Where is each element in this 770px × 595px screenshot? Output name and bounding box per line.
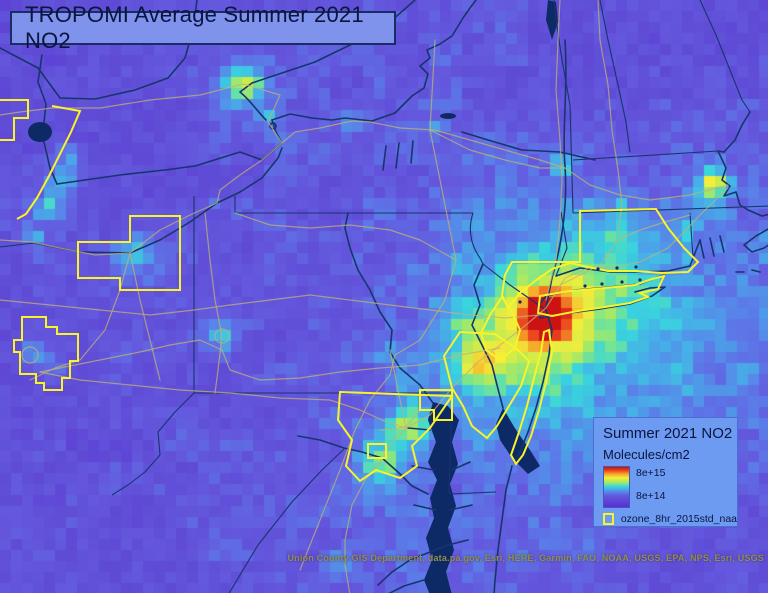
naa-layer-swatch bbox=[603, 513, 614, 525]
finger-lakes bbox=[382, 140, 414, 171]
map-title-box: TROPOMI Average Summer 2021 NO2 bbox=[10, 2, 396, 53]
new-jersey-coast bbox=[513, 309, 553, 463]
ozone-naa-layer bbox=[0, 99, 700, 483]
naa-jersey-shore bbox=[509, 328, 554, 466]
ohio-river-border bbox=[111, 392, 195, 496]
road-i87 bbox=[545, 0, 563, 301]
road-columbus-beltway bbox=[21, 346, 39, 364]
delaware-river bbox=[471, 263, 504, 409]
ny-pa-border bbox=[234, 196, 484, 265]
right-edge-border bbox=[768, 0, 770, 595]
roads-layer bbox=[0, 0, 729, 595]
lake-ontario-south-shore bbox=[271, 0, 477, 122]
naa-left-edge-box bbox=[0, 99, 29, 141]
lake-erie-south-shore bbox=[33, 147, 283, 254]
legend-title: Summer 2021 NO2 bbox=[603, 425, 733, 442]
chesapeake-bay bbox=[424, 402, 459, 595]
road-baltimore-spurs bbox=[379, 409, 421, 431]
road-i91 bbox=[597, 0, 623, 233]
naa-baltimore-washington bbox=[336, 390, 454, 483]
susquehanna-river bbox=[344, 212, 434, 404]
legend-min-value: 8e+14 bbox=[636, 490, 666, 502]
ny-new-england-border bbox=[553, 0, 574, 214]
legend-max-value: 8e+15 bbox=[636, 467, 666, 479]
road-i70 bbox=[39, 371, 407, 429]
naa-detroit-corridor bbox=[16, 105, 82, 220]
road-pa-turnpike bbox=[39, 339, 501, 381]
naa-philadelphia bbox=[442, 330, 531, 440]
mohawk-river bbox=[461, 131, 596, 161]
road-i88 bbox=[429, 129, 566, 169]
lake-st-clair bbox=[28, 122, 52, 142]
naa-dc-inner bbox=[367, 443, 387, 459]
ny-nj-border bbox=[482, 263, 547, 311]
massachusetts-coast bbox=[717, 111, 751, 211]
road-i90 bbox=[0, 120, 729, 256]
vt-nh-border bbox=[599, 0, 631, 153]
road-hwy401-qew bbox=[0, 83, 283, 144]
road-i83 bbox=[389, 349, 407, 429]
lake-erie-north-shore bbox=[56, 142, 283, 185]
road-i95 bbox=[344, 187, 729, 595]
legend-units: Molecules/cm2 bbox=[603, 447, 690, 462]
bottom-edge-border bbox=[0, 593, 770, 595]
mi-oh-border bbox=[0, 242, 35, 248]
legend-panel: Summer 2021 NO2 Molecules/cm2 8e+15 8e+1… bbox=[593, 417, 738, 527]
naa-layer-label: ozone_8hr_2015std_naa bbox=[620, 513, 737, 525]
nh-me-border bbox=[699, 0, 751, 113]
detroit-river bbox=[37, 54, 58, 185]
road-pittsburgh-beltway bbox=[214, 328, 230, 344]
legend-color-ramp bbox=[603, 466, 630, 508]
potomac-river bbox=[297, 435, 429, 495]
oneida-lake bbox=[440, 113, 456, 119]
naa-long-island bbox=[536, 274, 666, 318]
cape-cod bbox=[743, 209, 770, 253]
map-attribution: Union County GIS Department, data.pa.gov… bbox=[287, 553, 764, 563]
rappahannock-james-rivers bbox=[377, 544, 449, 595]
delmarva-atlantic-coast bbox=[493, 465, 513, 595]
road-i80 bbox=[0, 294, 541, 319]
naa-nyc-metro bbox=[500, 207, 700, 310]
narragansett-bay bbox=[699, 235, 761, 273]
road-i86 bbox=[234, 212, 457, 261]
naa-cleveland-akron bbox=[77, 215, 181, 291]
va-wv-border bbox=[227, 447, 346, 595]
ma-ct-ri-borders bbox=[572, 150, 770, 259]
road-i81 bbox=[299, 39, 457, 571]
road-i77-i71 bbox=[29, 252, 161, 381]
bay-tributaries bbox=[407, 427, 473, 546]
map-title: TROPOMI Average Summer 2021 NO2 bbox=[25, 2, 364, 53]
naa-columbus bbox=[13, 316, 79, 391]
road-i79 bbox=[204, 212, 223, 394]
delaware-bay bbox=[496, 408, 540, 474]
town-dots-layer bbox=[518, 265, 642, 304]
naa-wilmington bbox=[419, 389, 453, 421]
naa-north-jersey bbox=[479, 295, 522, 362]
